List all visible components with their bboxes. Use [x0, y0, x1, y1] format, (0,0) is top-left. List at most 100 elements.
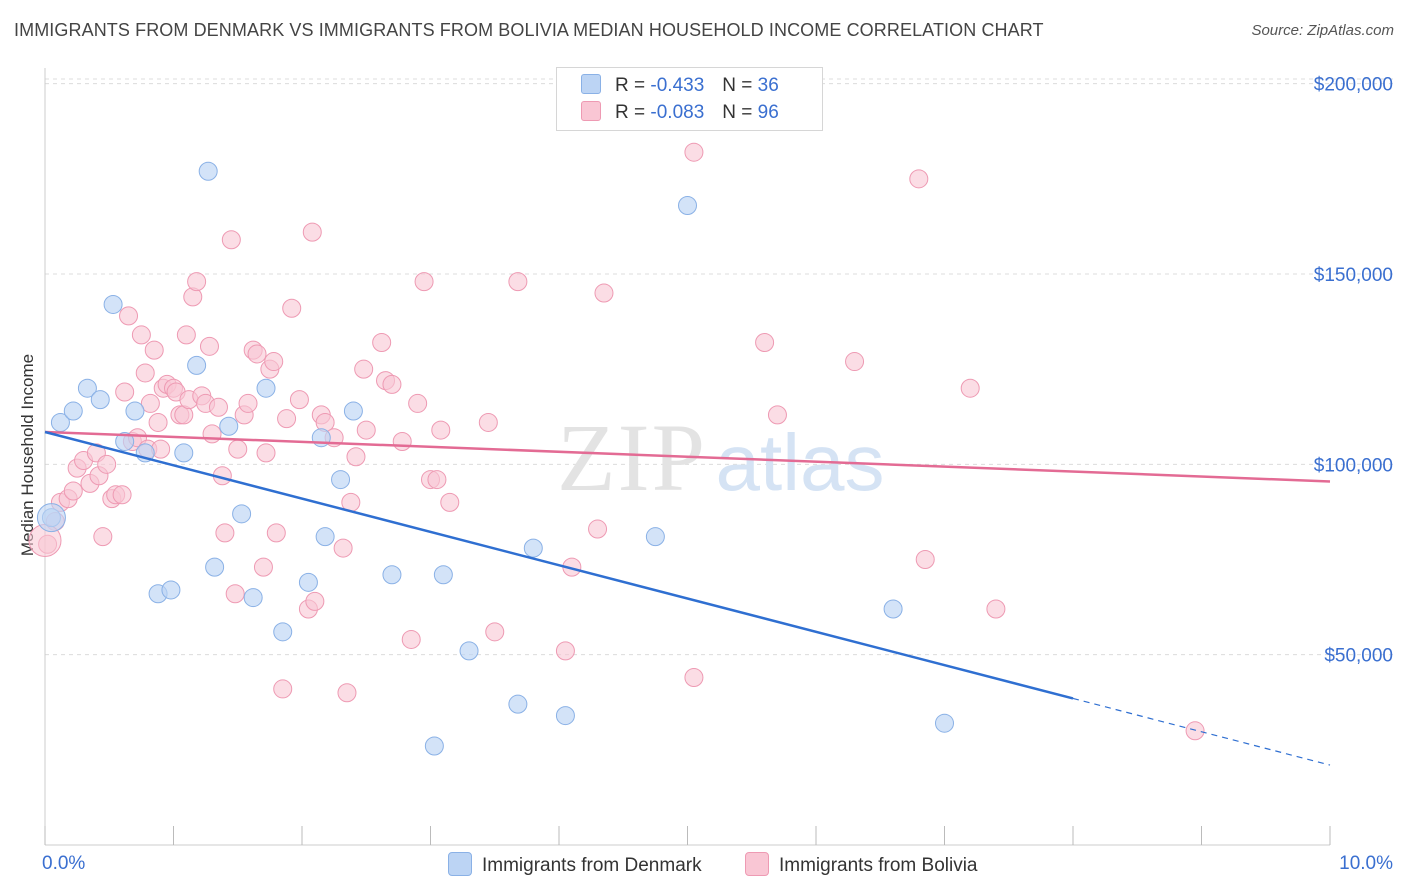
legend-n-value-denmark: 36 [757, 75, 779, 96]
data-point-bolivia [140, 393, 160, 413]
data-point-bolivia [915, 550, 935, 570]
data-point-denmark [935, 713, 954, 733]
data-point-bolivia [337, 683, 357, 703]
data-point-denmark [433, 565, 453, 585]
data-point-bolivia [356, 420, 376, 440]
data-point-denmark [424, 736, 444, 756]
data-point-bolivia [148, 412, 168, 432]
bottom-legend-denmark: Immigrants from Denmark [448, 852, 702, 877]
data-point-bolivia [508, 272, 528, 292]
data-point-bolivia [960, 378, 980, 398]
data-point-denmark [63, 401, 83, 421]
trend-line-bolivia [44, 430, 1331, 483]
data-point-bolivia [478, 412, 498, 432]
data-point-bolivia [485, 622, 505, 642]
data-point-denmark [90, 390, 110, 410]
data-point-bolivia [909, 169, 929, 189]
data-point-bolivia [431, 420, 451, 440]
data-point-denmark [125, 401, 145, 421]
axes [44, 68, 1331, 846]
data-point-denmark [256, 378, 276, 398]
y-tick-label: $200,000 [1314, 75, 1393, 96]
data-point-bolivia [346, 447, 366, 467]
data-point-bolivia [555, 641, 575, 661]
data-point-denmark [315, 527, 335, 547]
data-point-denmark [883, 599, 903, 619]
data-point-bolivia [187, 272, 207, 292]
data-point-denmark [331, 470, 351, 490]
data-point-denmark [678, 195, 697, 215]
data-point-denmark [243, 588, 263, 608]
data-point-denmark [232, 504, 252, 524]
trend-lines [44, 430, 1331, 766]
legend-n-value-bolivia: 96 [757, 102, 779, 123]
data-point-denmark [508, 694, 528, 714]
trend-line-denmark [44, 430, 1074, 700]
data-point-bolivia [302, 222, 322, 242]
data-point-denmark [645, 527, 665, 547]
data-point-denmark [198, 161, 218, 181]
data-point-bolivia [594, 283, 614, 303]
y-tick-label: $50,000 [1324, 646, 1393, 667]
data-point-bolivia [247, 344, 267, 364]
data-point-bolivia [684, 142, 704, 162]
data-point-denmark [103, 294, 123, 314]
data-point-bolivia [112, 485, 132, 505]
data-point-denmark [205, 557, 225, 577]
data-point-bolivia [131, 325, 151, 345]
bottom-legend-swatch-bolivia [745, 852, 769, 876]
data-point-denmark [115, 431, 135, 451]
legend-r-value-bolivia: -0.083 [650, 102, 705, 123]
data-point-denmark [523, 538, 543, 558]
data-point-bolivia [256, 443, 276, 463]
data-point-bolivia [119, 306, 139, 326]
data-point-denmark [459, 641, 479, 661]
data-point-bolivia [382, 374, 402, 394]
data-point-bolivia [215, 523, 235, 543]
data-point-bolivia [401, 629, 421, 649]
legend-row-bolivia: R = -0.083 N = 96 [581, 101, 779, 127]
data-point-bolivia [333, 538, 353, 558]
data-point-bolivia [221, 230, 241, 250]
data-point-bolivia [767, 405, 787, 425]
data-point-bolivia [208, 397, 228, 417]
tick-labels: $50,000 $100,000 $150,000 $200,000 0.0% 10.0% [42, 75, 1393, 874]
data-point-bolivia [845, 352, 865, 372]
bottom-legend-label-bolivia: Immigrants from Bolivia [779, 855, 978, 876]
y-tick-label: $100,000 [1314, 455, 1393, 476]
data-point-denmark [298, 572, 318, 592]
data-point-bolivia [372, 333, 392, 353]
data-point-denmark [382, 565, 402, 585]
data-point-denmark [77, 378, 97, 398]
data-point-bolivia [414, 272, 434, 292]
data-point-bolivia [354, 359, 374, 379]
data-point-bolivia [225, 584, 245, 604]
data-point-bolivia [135, 363, 155, 383]
series-bolivia-points [28, 142, 1205, 741]
data-point-denmark [343, 401, 363, 421]
y-tick-label: $150,000 [1314, 265, 1393, 286]
data-point-bolivia [97, 454, 117, 474]
legend-r-value-denmark: -0.433 [650, 75, 705, 96]
data-point-denmark [174, 443, 194, 463]
gridlines [45, 78, 1396, 656]
data-point-bolivia [588, 519, 608, 539]
data-point-bolivia [238, 393, 258, 413]
x-tick-label-max: 10.0% [1339, 853, 1393, 874]
data-point-bolivia [273, 679, 293, 699]
legend-swatch-denmark [581, 74, 601, 94]
data-point-bolivia [253, 557, 273, 577]
series-denmark-points [36, 161, 954, 756]
data-point-bolivia [392, 431, 412, 451]
data-point-denmark [273, 622, 293, 642]
legend-row-denmark: R = -0.433 N = 36 [581, 74, 779, 100]
data-point-bolivia [289, 390, 309, 410]
data-point-denmark-cluster [36, 503, 66, 533]
data-point-denmark [187, 355, 207, 375]
data-point-bolivia [282, 298, 302, 318]
data-point-bolivia [986, 599, 1006, 619]
data-point-bolivia [264, 352, 284, 372]
data-point-bolivia [408, 393, 428, 413]
chart-title: IMMIGRANTS FROM DENMARK VS IMMIGRANTS FR… [14, 20, 1044, 40]
